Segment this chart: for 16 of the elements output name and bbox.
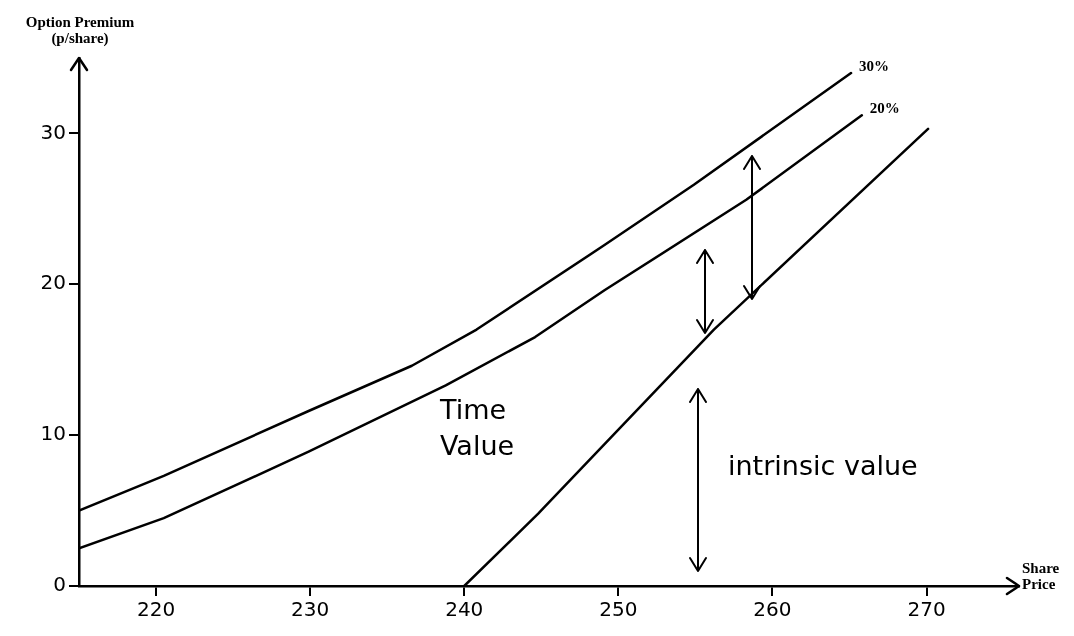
y-axis-title: Option Premium (p/share) — [24, 14, 136, 46]
x-tick-label: 240 — [445, 597, 484, 622]
y-tick-label: 30 — [40, 119, 66, 144]
x-tick-label: 230 — [291, 597, 330, 622]
series-label: 30% — [859, 57, 890, 74]
y-tick-label: 20 — [40, 270, 66, 295]
y-tick-label: 0 — [53, 572, 66, 597]
x-tick-label: 250 — [599, 597, 638, 622]
series-label: 20% — [869, 100, 900, 117]
x-tick-label: 260 — [753, 597, 792, 622]
x-axis-title: Share Price — [1022, 560, 1061, 592]
x-tick-label: 270 — [907, 597, 946, 622]
annotation: intrinsic value — [728, 450, 919, 481]
annotation: Time Value — [440, 393, 516, 463]
y-tick-label: 10 — [40, 421, 66, 446]
x-tick-label: 220 — [136, 597, 176, 622]
